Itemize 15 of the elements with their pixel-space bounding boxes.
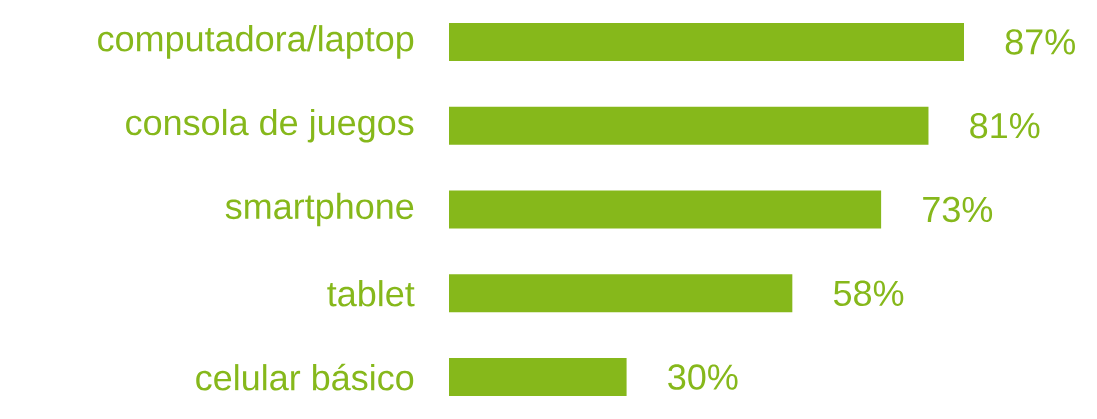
y-tick-label: celular básico — [196, 363, 414, 391]
bar — [449, 22, 964, 61]
y-tick-label: tablet — [327, 280, 415, 307]
bar — [449, 358, 627, 397]
y-tick-label: consola de juegos — [126, 108, 414, 143]
bar — [449, 106, 929, 145]
y-tick-label: smartphone — [225, 192, 414, 227]
data-label: 30% — [668, 364, 738, 390]
data-label: 58% — [833, 280, 904, 307]
data-label: 81% — [970, 112, 1040, 139]
data-label: 73% — [923, 196, 993, 223]
y-tick-label: computadora/laptop — [98, 25, 414, 59]
data-label: 87% — [1005, 29, 1075, 55]
bar — [449, 190, 882, 229]
bar — [449, 274, 793, 313]
